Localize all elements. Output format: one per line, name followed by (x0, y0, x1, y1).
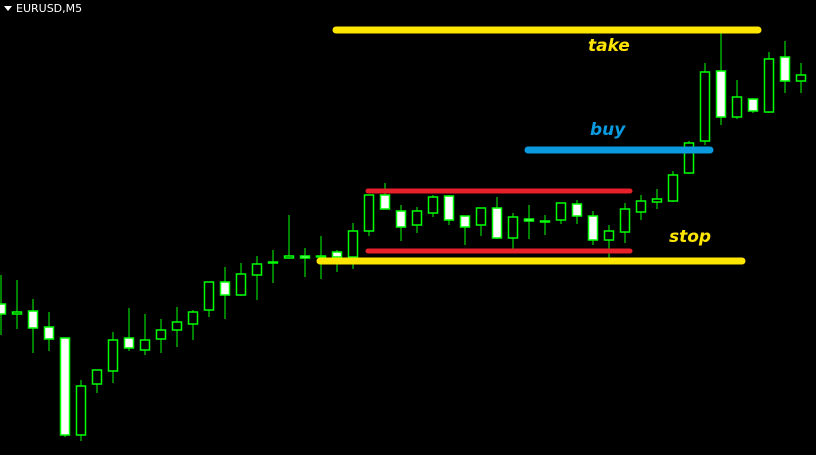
bear-candle (443, 195, 455, 221)
bear-candle (299, 255, 311, 259)
bear-candle (459, 215, 471, 228)
buy-label: buy (590, 120, 626, 140)
bull-candle (75, 385, 87, 436)
bull-candle (187, 311, 199, 325)
symbol-text: EURUSD,M5 (16, 2, 83, 15)
bear-candle (571, 203, 583, 217)
bear-candle (219, 281, 231, 296)
bull-candle (107, 339, 119, 372)
bull-candle (91, 369, 103, 385)
bull-candle (235, 273, 247, 296)
bear-candle (0, 303, 7, 315)
bear-candle (27, 310, 39, 329)
bull-candle (171, 321, 183, 331)
stop-label: stop (669, 227, 712, 247)
symbol-label[interactable]: EURUSD,M5 (4, 2, 82, 15)
bull-candle (363, 194, 375, 232)
bull-candle (667, 174, 679, 202)
bear-candle (395, 210, 407, 228)
bull-candle (635, 200, 647, 213)
bull-candle (267, 261, 279, 264)
bull-candle (203, 281, 215, 311)
bull-candle (475, 207, 487, 226)
bull-candle (683, 142, 695, 174)
bull-candle (283, 255, 295, 259)
bear-candle (331, 251, 343, 258)
bear-candle (715, 70, 727, 118)
bull-candle (699, 71, 711, 142)
bear-candle (491, 207, 503, 239)
bull-candle (251, 263, 263, 276)
triangle-down-icon[interactable] (4, 6, 12, 11)
bull-candle (155, 329, 167, 340)
bear-candle (123, 337, 135, 349)
bull-candle (555, 202, 567, 221)
bear-candle (779, 56, 791, 82)
bear-candle (587, 215, 599, 241)
bull-candle (795, 74, 807, 82)
bull-candle (539, 220, 551, 223)
bull-candle (315, 255, 327, 258)
bull-candle (11, 311, 23, 315)
bull-candle (619, 208, 631, 233)
bear-candle (59, 337, 71, 436)
bull-candle (763, 58, 775, 113)
bear-candle (379, 194, 391, 210)
bull-candle (507, 216, 519, 239)
take-label: take (588, 36, 630, 56)
bull-candle (427, 196, 439, 214)
bull-candle (347, 230, 359, 258)
bull-candle (603, 230, 615, 241)
bull-candle (651, 198, 663, 203)
bull-candle (731, 96, 743, 118)
bear-candle (523, 218, 535, 222)
bull-candle (411, 210, 423, 226)
bear-candle (747, 98, 759, 112)
bear-candle (43, 326, 55, 340)
bull-candle (139, 339, 151, 351)
